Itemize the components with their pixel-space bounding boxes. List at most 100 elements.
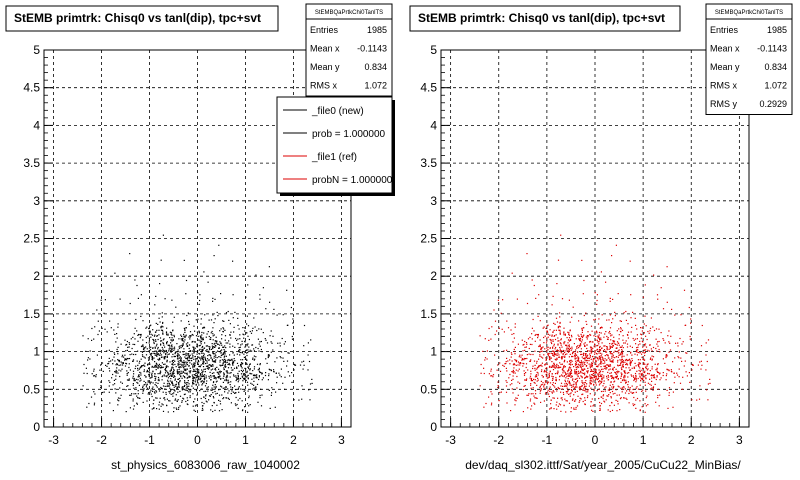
scatter-point [629, 345, 631, 347]
scatter-point [561, 363, 563, 365]
scatter-point [579, 389, 581, 391]
scatter-point [195, 368, 197, 370]
scatter-point [231, 358, 233, 360]
scatter-point [585, 391, 587, 393]
scatter-point [660, 377, 662, 379]
scatter-point [550, 399, 552, 401]
scatter-point [589, 333, 591, 336]
scatter-point [224, 335, 227, 337]
scatter-point [178, 406, 180, 409]
stats-value: 1985 [767, 25, 787, 35]
scatter-point [219, 330, 221, 332]
scatter-point [484, 338, 486, 340]
scatter-point [229, 334, 231, 336]
scatter-point [135, 365, 137, 367]
scatter-point [93, 402, 96, 404]
scatter-point [551, 392, 553, 394]
scatter-point [526, 357, 528, 360]
scatter-point [532, 365, 534, 367]
scatter-point [592, 370, 594, 372]
scatter-point [141, 366, 143, 368]
scatter-point [120, 381, 122, 383]
scatter-point [533, 360, 536, 362]
scatter-point [567, 378, 569, 380]
scatter-point [229, 354, 231, 356]
scatter-point [581, 362, 583, 364]
scatter-point [512, 364, 514, 366]
scatter-point [117, 326, 119, 328]
scatter-point [559, 404, 562, 406]
scatter-point [199, 344, 201, 347]
scatter-point [585, 320, 587, 323]
scatter-point [167, 371, 169, 373]
scatter-point [163, 344, 165, 346]
scatter-point [624, 374, 626, 376]
scatter-point [91, 327, 93, 330]
scatter-point [203, 396, 205, 398]
scatter-point [163, 382, 165, 384]
scatter-point [603, 382, 605, 385]
scatter-point [249, 349, 251, 351]
scatter-point [204, 397, 207, 400]
scatter-point [534, 369, 536, 371]
scatter-point [234, 392, 236, 394]
scatter-point [574, 378, 576, 380]
scatter-point [580, 362, 582, 364]
scatter-point [620, 346, 622, 348]
scatter-point [558, 366, 560, 368]
scatter-point [557, 352, 559, 354]
y-tick-label: 2 [430, 269, 437, 283]
scatter-point [147, 363, 149, 365]
scatter-point [196, 389, 198, 391]
scatter-point [652, 326, 654, 328]
scatter-point [219, 341, 221, 343]
scatter-point [181, 387, 183, 389]
scatter-point [591, 366, 593, 368]
scatter-point [139, 397, 141, 399]
scatter-point [585, 354, 587, 356]
scatter-point [564, 341, 566, 343]
scatter-point [203, 355, 205, 357]
scatter-point [581, 369, 583, 371]
scatter-point [230, 331, 232, 333]
scatter-point [557, 397, 559, 399]
scatter-point [202, 352, 204, 354]
scatter-point [583, 279, 585, 282]
scatter-point [215, 341, 217, 343]
scatter-point [254, 358, 256, 360]
scatter-point [544, 348, 546, 350]
scatter-point [161, 403, 163, 405]
scatter-point [147, 370, 149, 373]
scatter-point [651, 387, 653, 389]
scatter-point [523, 359, 525, 361]
scatter-point [158, 401, 161, 403]
scatter-point [641, 327, 643, 329]
scatter-point [616, 351, 618, 353]
scatter-point [246, 371, 248, 374]
scatter-point [649, 358, 651, 360]
scatter-point [241, 343, 243, 345]
scatter-point [548, 393, 550, 395]
scatter-point [611, 360, 613, 362]
scatter-point [167, 374, 169, 376]
scatter-point [157, 373, 159, 375]
scatter-point [222, 346, 224, 348]
scatter-point [658, 328, 660, 330]
scatter-point [558, 356, 560, 358]
scatter-point [536, 380, 538, 382]
scatter-point [202, 337, 204, 339]
scatter-point [518, 362, 520, 364]
scatter-point [183, 348, 185, 350]
scatter-point [243, 334, 245, 336]
scatter-point [186, 385, 188, 387]
scatter-point [159, 349, 161, 351]
scatter-point [215, 336, 217, 338]
scatter-point [591, 351, 593, 353]
scatter-point [173, 346, 176, 348]
scatter-point [620, 377, 622, 379]
scatter-point [559, 346, 561, 349]
scatter-point [160, 354, 163, 356]
scatter-point [637, 351, 639, 354]
scatter-point [229, 346, 231, 348]
scatter-point [212, 410, 214, 413]
